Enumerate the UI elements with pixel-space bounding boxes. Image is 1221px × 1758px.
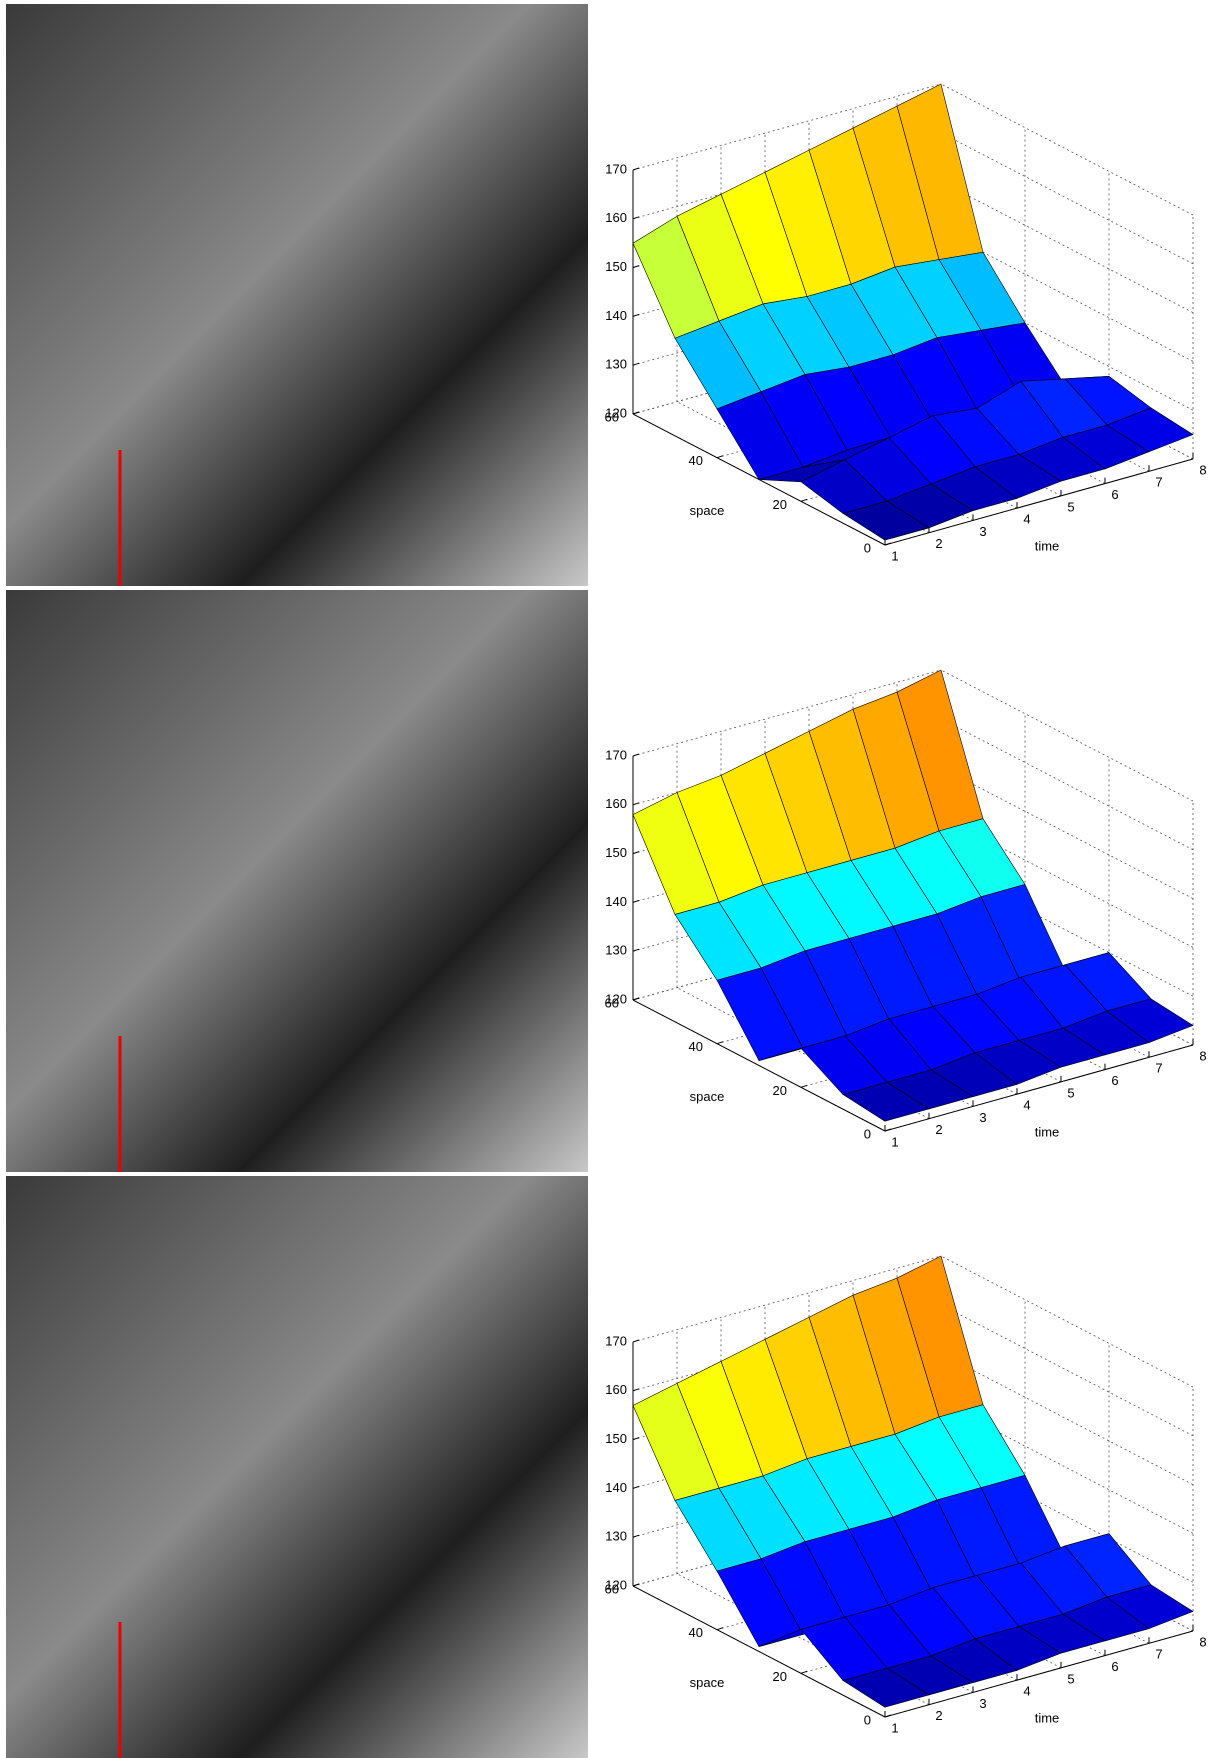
z-tick-label: 150 — [605, 845, 627, 860]
y-axis-label: space — [690, 1089, 725, 1104]
z-tick-label: 140 — [605, 894, 627, 909]
y-tick-label: 20 — [773, 1669, 787, 1684]
photo-panel — [6, 4, 588, 586]
x-tick-label: 5 — [1067, 1671, 1074, 1686]
z-tick-label: 130 — [605, 357, 627, 372]
y-tick-label: 0 — [864, 1712, 871, 1727]
z-tick-label: 170 — [605, 161, 627, 176]
y-tick-label: 40 — [689, 453, 703, 468]
x-tick-label: 5 — [1067, 1085, 1074, 1100]
z-tick-label: 120 — [605, 1577, 627, 1592]
x-tick-label: 4 — [1023, 1684, 1030, 1699]
tick-mark — [801, 1671, 807, 1673]
x-tick-label: 2 — [935, 536, 942, 551]
tick-mark — [633, 803, 639, 805]
grid-line — [941, 84, 1193, 215]
x-axis-label: time — [1035, 1710, 1060, 1725]
x-tick-label: 7 — [1155, 475, 1162, 490]
y-tick-label: 40 — [689, 1625, 703, 1640]
y-axis-label: space — [690, 503, 725, 518]
tick-mark — [633, 1584, 639, 1586]
z-tick-label: 160 — [605, 210, 627, 225]
x-tick-label: 2 — [935, 1708, 942, 1723]
tick-mark — [717, 1628, 723, 1630]
z-tick-label: 130 — [605, 1529, 627, 1544]
photo-panel — [6, 1176, 588, 1758]
x-tick-label: 3 — [979, 1696, 986, 1711]
page: 123456780204060120130140150160170spaceti… — [0, 0, 1221, 1758]
x-tick-label: 5 — [1067, 499, 1074, 514]
tick-mark — [633, 217, 639, 219]
tick-mark — [801, 1085, 807, 1087]
z-tick-label: 160 — [605, 1382, 627, 1397]
tick-mark — [633, 1486, 639, 1488]
tick-mark — [633, 168, 639, 170]
z-tick-label: 140 — [605, 1480, 627, 1495]
x-tick-label: 7 — [1155, 1061, 1162, 1076]
x-tick-label: 1 — [891, 548, 898, 563]
z-tick-label: 120 — [605, 991, 627, 1006]
x-tick-label: 4 — [1023, 1098, 1030, 1113]
y-tick-label: 0 — [864, 1126, 871, 1141]
tick-mark — [633, 949, 639, 951]
z-tick-label: 170 — [605, 747, 627, 762]
y-tick-label: 20 — [773, 1083, 787, 1098]
x-tick-label: 1 — [891, 1134, 898, 1149]
z-tick-label: 150 — [605, 259, 627, 274]
x-axis-label: time — [1035, 538, 1060, 553]
x-tick-label: 3 — [979, 1110, 986, 1125]
tick-mark — [633, 900, 639, 902]
tick-mark — [633, 754, 639, 756]
tick-mark — [633, 1535, 639, 1537]
tick-mark — [633, 363, 639, 365]
z-tick-label: 130 — [605, 943, 627, 958]
z-tick-label: 150 — [605, 1431, 627, 1446]
tick-mark — [633, 998, 639, 1000]
z-tick-label: 140 — [605, 308, 627, 323]
x-tick-label: 6 — [1111, 1073, 1118, 1088]
y-tick-label: 40 — [689, 1039, 703, 1054]
tick-mark — [633, 412, 639, 414]
tick-mark — [633, 1389, 639, 1391]
y-axis-label: space — [690, 1675, 725, 1690]
z-tick-label: 170 — [605, 1333, 627, 1348]
tick-mark — [633, 1340, 639, 1342]
grid-line — [941, 1256, 1193, 1387]
x-tick-label: 8 — [1199, 1048, 1206, 1063]
x-tick-label: 8 — [1199, 1634, 1206, 1649]
x-tick-label: 1 — [891, 1720, 898, 1735]
z-tick-label: 160 — [605, 796, 627, 811]
tick-mark — [633, 266, 639, 268]
x-tick-label: 6 — [1111, 1659, 1118, 1674]
tick-mark — [633, 1438, 639, 1440]
photo-panel — [6, 590, 588, 1172]
tick-mark — [633, 852, 639, 854]
y-tick-label: 20 — [773, 497, 787, 512]
tick-mark — [717, 456, 723, 458]
x-tick-label: 4 — [1023, 512, 1030, 527]
x-tick-label: 6 — [1111, 487, 1118, 502]
tick-mark — [633, 314, 639, 316]
x-tick-label: 3 — [979, 524, 986, 539]
tick-mark — [717, 1042, 723, 1044]
z-tick-label: 120 — [605, 405, 627, 420]
grid-line — [941, 670, 1193, 801]
x-tick-label: 7 — [1155, 1647, 1162, 1662]
y-tick-label: 0 — [864, 540, 871, 555]
x-tick-label: 2 — [935, 1122, 942, 1137]
x-axis-label: time — [1035, 1124, 1060, 1139]
tick-mark — [801, 499, 807, 501]
figure: 123456780204060120130140150160170spaceti… — [0, 0, 1221, 1758]
x-tick-label: 8 — [1199, 462, 1206, 477]
